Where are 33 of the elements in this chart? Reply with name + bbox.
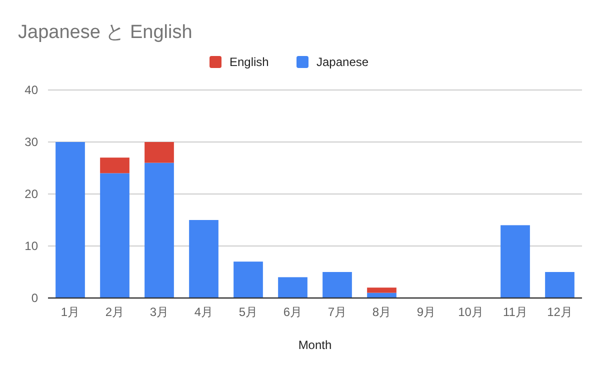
bar [322, 272, 352, 298]
x-tick-label: 12月 [547, 305, 572, 319]
x-tick-label: 4月 [194, 305, 214, 319]
bar [278, 277, 308, 298]
bar [234, 262, 263, 298]
bar [500, 225, 530, 298]
y-tick-label: 20 [24, 187, 38, 201]
y-tick-label: 10 [24, 239, 38, 253]
x-tick-label: 10月 [458, 305, 484, 319]
x-tick-label: 2月 [105, 305, 124, 319]
bar [144, 142, 174, 163]
bar [100, 158, 130, 174]
bar [144, 162, 174, 298]
x-tick-label: 11月 [503, 305, 528, 319]
x-tick-label: 8月 [372, 305, 392, 319]
x-tick-label: 7月 [328, 305, 347, 319]
legend-label: English [230, 55, 269, 69]
x-tick-label: 9月 [416, 305, 436, 319]
bar [100, 173, 130, 298]
y-tick-label: 0 [31, 291, 38, 305]
x-tick-label: 3月 [150, 305, 169, 319]
bar [56, 142, 85, 298]
y-tick-label: 40 [24, 83, 38, 97]
bar [189, 220, 218, 298]
bar [545, 272, 574, 298]
y-tick-label: 30 [24, 135, 38, 149]
x-tick-label: 6月 [283, 305, 302, 319]
bar [367, 288, 396, 293]
x-axis-title: Month [298, 338, 332, 352]
x-tick-label: 5月 [238, 305, 258, 319]
chart-title: Japanese と English [18, 22, 192, 43]
x-tick-label: 1月 [60, 305, 80, 319]
legend-label: Japanese [316, 55, 369, 69]
